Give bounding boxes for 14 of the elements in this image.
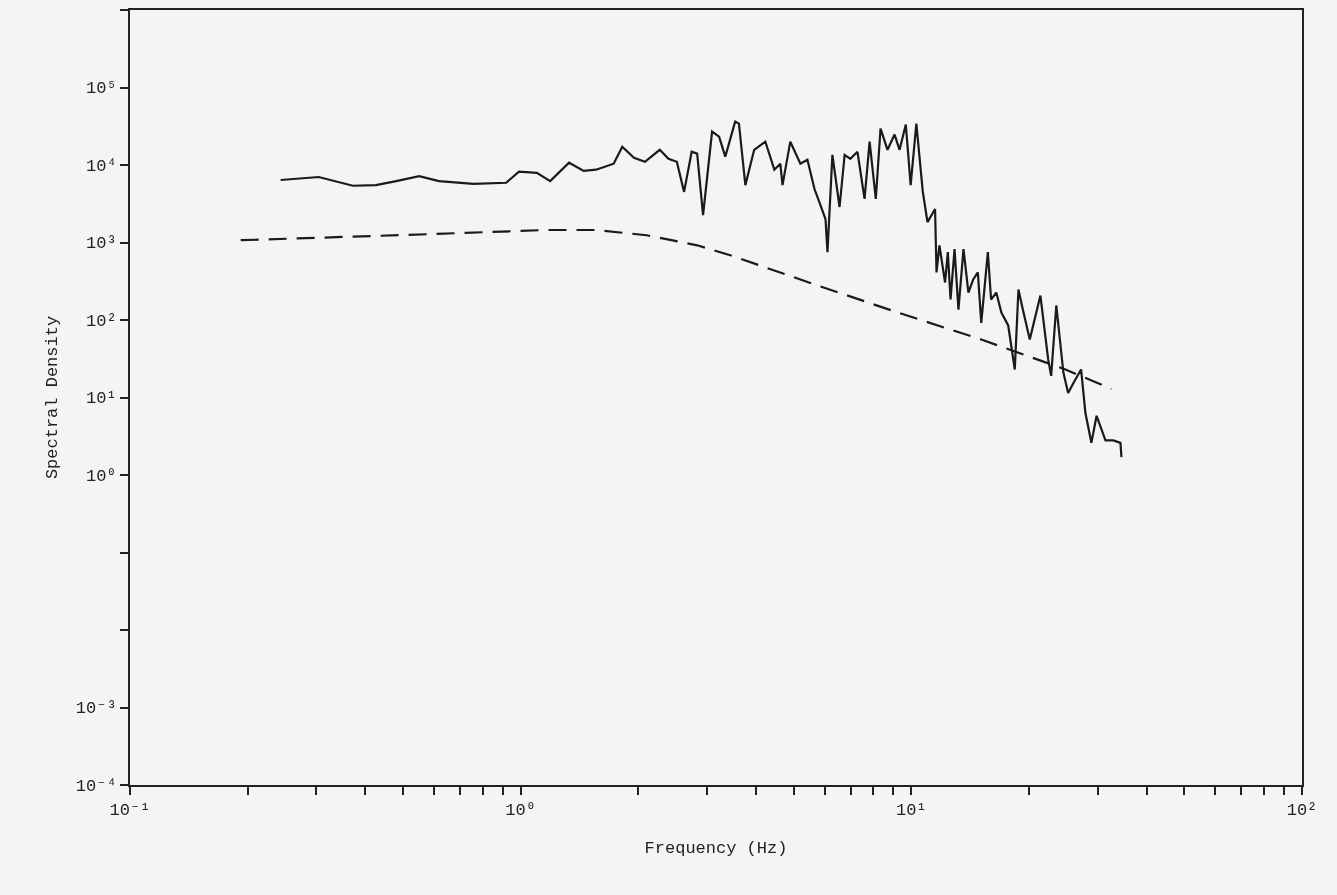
y-tick-label: 10¹	[85, 389, 117, 409]
y-tick-label: 10⁻³	[75, 699, 117, 719]
y-tick-label: 10⁰	[85, 466, 117, 486]
y-axis-title: Spectral Density	[42, 315, 62, 480]
y-tick-label: 10⁻⁴	[75, 776, 117, 796]
x-tick-label: 10⁰	[505, 801, 536, 821]
x-tick-label: 10⁻¹	[109, 801, 151, 821]
x-tick-label: 10¹	[896, 801, 927, 821]
y-tick-label: 10⁴	[85, 156, 117, 176]
y-tick-label: 10⁵	[85, 79, 117, 99]
x-axis-title: Frequency (Hz)	[644, 839, 788, 859]
x-tick-label: 10²	[1286, 801, 1318, 821]
y-tick-label: 10³	[85, 234, 117, 254]
y-tick-label: 10²	[85, 311, 117, 331]
